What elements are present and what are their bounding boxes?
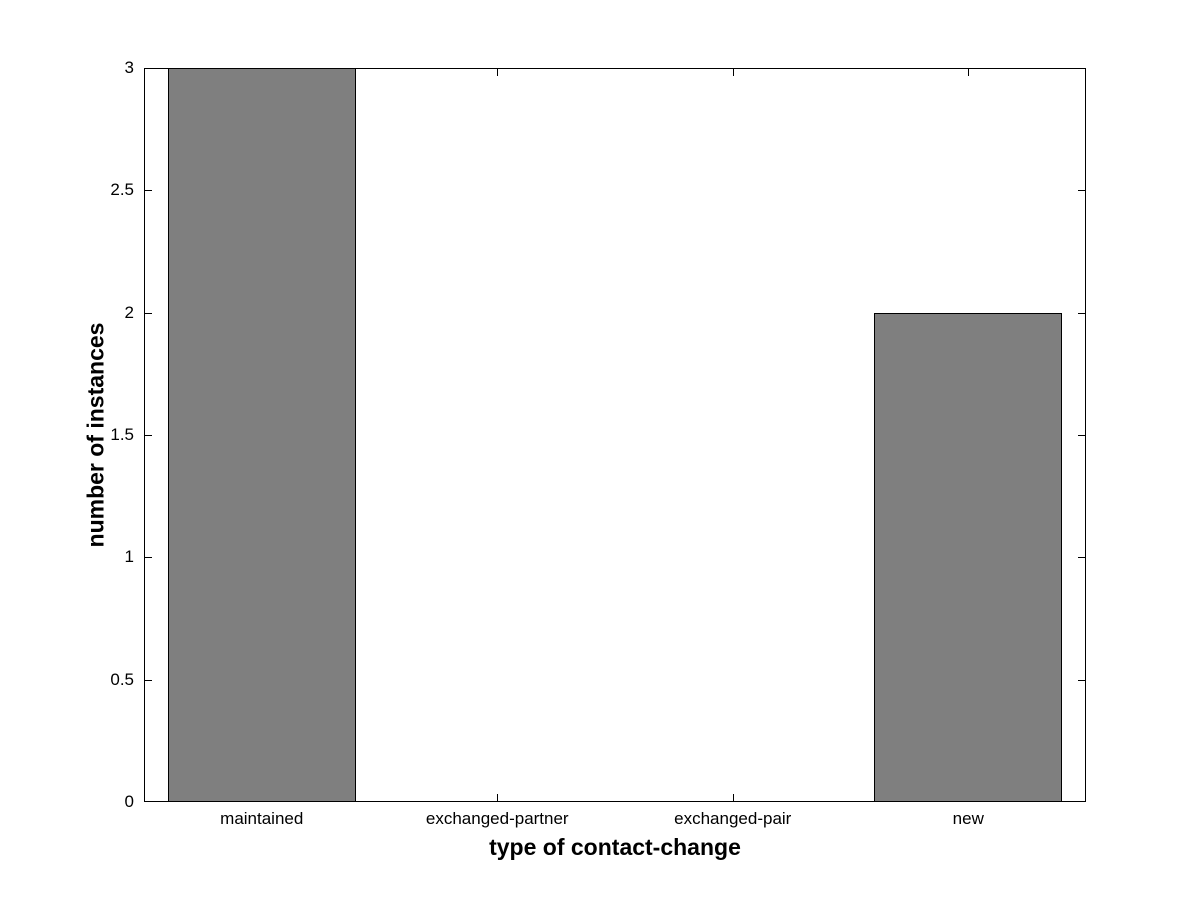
y-tick-right (1078, 68, 1086, 69)
y-tick-label: 2 (124, 302, 134, 322)
y-tick-label: 1 (124, 547, 134, 567)
y-tick-label: 1.5 (110, 425, 134, 444)
x-tick-label: new (952, 809, 984, 828)
y-tick-right (1078, 435, 1086, 436)
y-tick-right (1078, 313, 1086, 314)
bar-maintained (167, 68, 356, 802)
y-tick-left (144, 313, 152, 314)
y-tick-label: 2.5 (110, 180, 134, 200)
y-tick-left (144, 557, 152, 558)
x-tick-top (497, 68, 498, 76)
x-tick-label: exchanged-pair (674, 809, 792, 828)
x-tick-label: exchanged-partner (425, 809, 569, 828)
y-tick-left (144, 801, 152, 802)
y-tick-right (1078, 801, 1086, 802)
x-tick-bottom (497, 794, 498, 802)
y-tick-left (144, 68, 152, 69)
y-tick-label: 0 (124, 792, 134, 811)
y-tick-left (144, 680, 152, 681)
y-tick-label: 3 (124, 58, 134, 77)
bar-new (874, 312, 1063, 802)
y-tick-left (144, 435, 152, 436)
y-tick-label: 0.5 (110, 669, 134, 689)
y-tick-right (1078, 557, 1086, 558)
y-tick-right (1078, 680, 1086, 681)
x-axis-label: type of contact-change (489, 834, 741, 860)
x-tick-top (733, 68, 734, 76)
y-tick-left (144, 190, 152, 191)
y-tick-right (1078, 190, 1086, 191)
x-tick-label: maintained (220, 809, 304, 828)
plot-area (144, 68, 1086, 802)
x-tick-bottom (733, 794, 734, 802)
x-tick-top (968, 68, 969, 76)
